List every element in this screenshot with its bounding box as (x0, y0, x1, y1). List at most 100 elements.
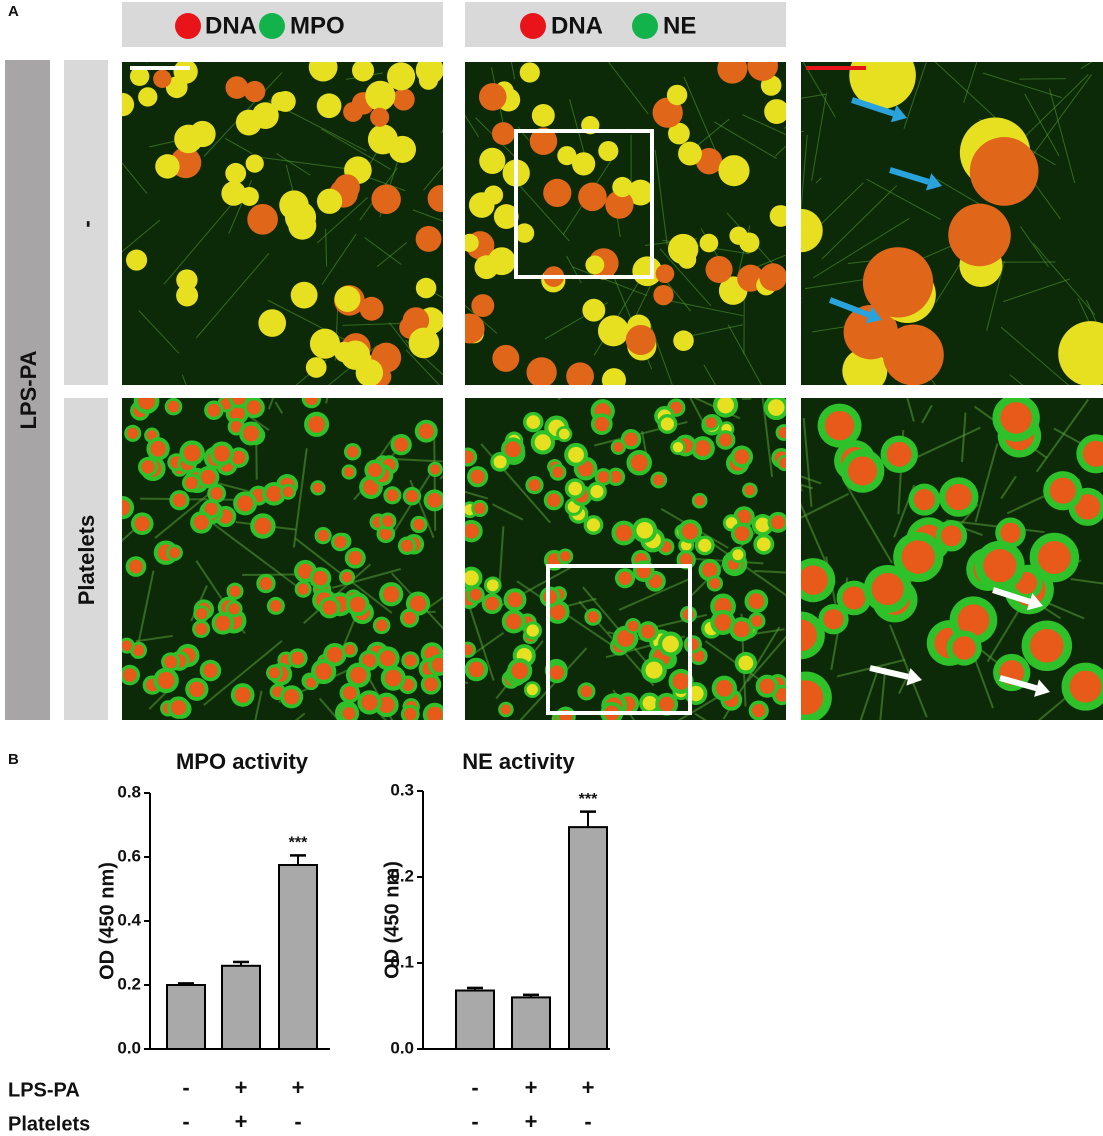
cell (717, 62, 748, 84)
fiber (267, 299, 357, 346)
cell (415, 226, 442, 252)
cell (322, 600, 337, 615)
cell (756, 537, 771, 552)
fiber (607, 62, 649, 115)
cell (952, 636, 976, 660)
fiber (714, 121, 777, 159)
cell (316, 188, 343, 214)
arrow-head (906, 668, 922, 686)
cell (365, 80, 396, 111)
condition-label: LPS-PA (8, 1079, 80, 1101)
cell (351, 62, 375, 82)
cell (709, 577, 721, 589)
cell (759, 678, 775, 694)
cell (801, 565, 828, 595)
cell (290, 281, 318, 309)
cell (470, 469, 485, 484)
cell (408, 327, 440, 359)
cell (305, 677, 317, 688)
fiber (320, 128, 391, 170)
cell (176, 269, 198, 291)
fiber (1070, 578, 1103, 585)
row-bar (64, 398, 108, 720)
cell (479, 147, 506, 174)
cell (744, 485, 756, 496)
cell (582, 298, 606, 322)
cell (382, 515, 394, 527)
fiber (801, 480, 803, 492)
micrograph (465, 398, 786, 720)
cell (1069, 670, 1102, 703)
cell (578, 182, 607, 212)
cell (715, 679, 733, 697)
fiber (465, 490, 489, 500)
cell (752, 703, 766, 718)
cell (129, 559, 143, 574)
cell (221, 181, 247, 206)
bar (166, 984, 206, 1050)
fiber (801, 492, 849, 519)
cell (738, 655, 754, 671)
cell (751, 615, 763, 627)
cell (367, 124, 398, 155)
fiber (1024, 93, 1060, 157)
cell (543, 590, 558, 604)
cell (747, 62, 779, 81)
cell (129, 66, 150, 87)
fiber (254, 690, 263, 720)
cell (122, 640, 133, 651)
cell (334, 285, 361, 312)
fiber (465, 114, 480, 138)
cell (630, 454, 648, 472)
cell (668, 122, 690, 145)
fiber (1000, 475, 1017, 500)
fiber (811, 93, 827, 181)
cell (342, 686, 357, 700)
cell (769, 205, 786, 227)
y-tick-label: 0.2 (390, 866, 414, 885)
cell (225, 76, 249, 99)
cell (349, 596, 366, 613)
fiber (746, 635, 786, 683)
cell (824, 410, 855, 441)
cell (698, 538, 712, 552)
fiber (986, 260, 1005, 331)
cell (771, 515, 786, 530)
cell (823, 609, 844, 630)
cell (615, 524, 633, 542)
fiber (1053, 427, 1103, 457)
cell (1058, 321, 1103, 385)
condition-value: + (582, 1075, 595, 1100)
fiber (727, 324, 763, 385)
cell (849, 62, 916, 109)
cell (220, 398, 232, 410)
fiber (510, 62, 516, 80)
cell (755, 517, 770, 533)
cell (309, 328, 341, 359)
cell (514, 223, 535, 243)
cell (547, 493, 561, 507)
fiber (960, 412, 967, 462)
cell (660, 417, 675, 431)
fiber (274, 401, 284, 414)
cell (235, 109, 262, 136)
row-label: - (74, 220, 99, 227)
cell (493, 204, 519, 229)
fiber (423, 166, 443, 191)
arrow-head (925, 173, 942, 191)
micrograph (122, 398, 443, 720)
bar (278, 864, 318, 1050)
arrow (828, 297, 871, 318)
cell (624, 432, 638, 447)
chart-title: NE activity (462, 749, 575, 774)
cell (297, 583, 309, 595)
cell (122, 92, 135, 117)
fiber (859, 670, 879, 720)
cell (983, 549, 1017, 583)
cell (1000, 402, 1032, 434)
fiber (380, 715, 388, 720)
fiber (492, 503, 524, 521)
legend-text: NE (663, 12, 696, 39)
fiber (1080, 62, 1093, 70)
